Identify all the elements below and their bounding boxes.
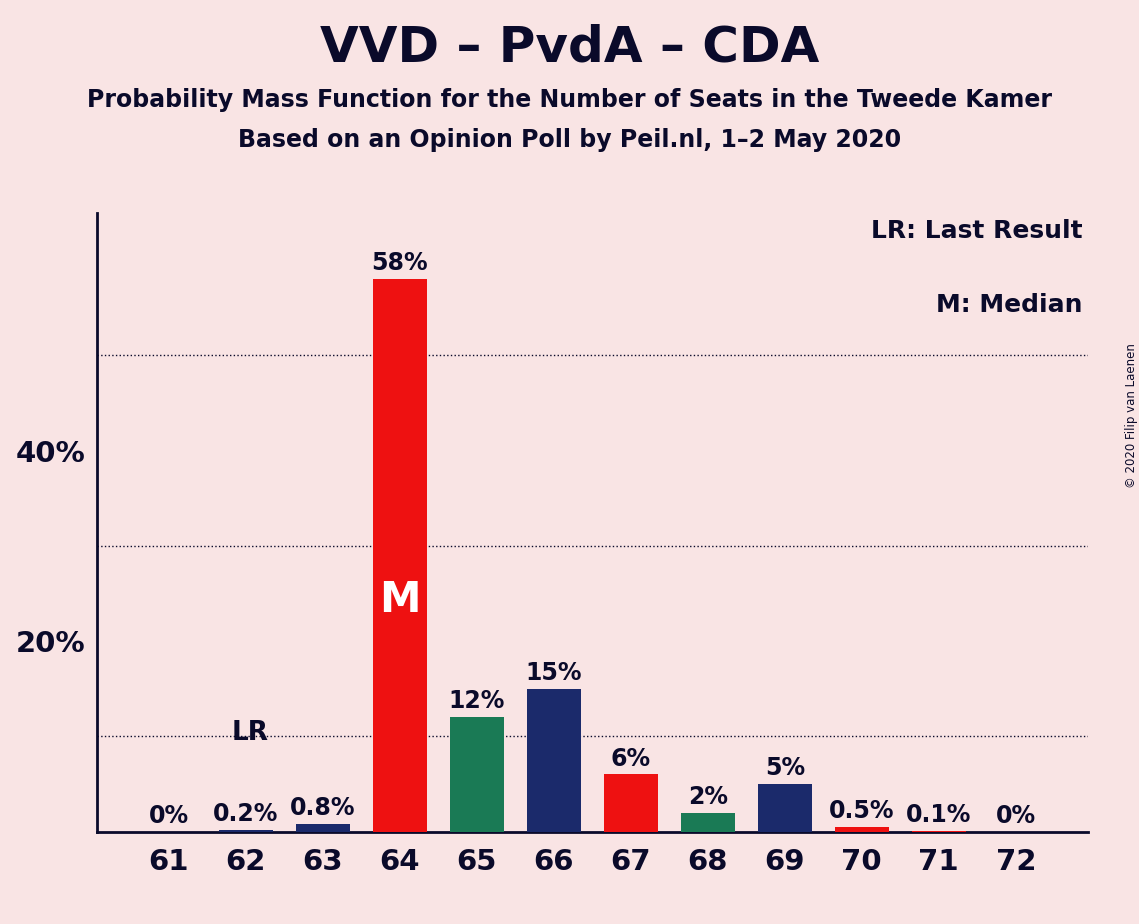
Text: 0.2%: 0.2% [213,802,279,826]
Text: M: Median: M: Median [936,293,1083,317]
Text: Probability Mass Function for the Number of Seats in the Tweede Kamer: Probability Mass Function for the Number… [87,88,1052,112]
Bar [757,784,812,832]
Bar [835,827,888,832]
Bar [604,774,657,832]
Text: 0%: 0% [995,804,1035,828]
Text: 15%: 15% [525,661,582,685]
Text: 5%: 5% [764,756,805,780]
Text: 58%: 58% [371,251,428,275]
Text: 0.5%: 0.5% [829,799,894,823]
Text: © 2020 Filip van Laenen: © 2020 Filip van Laenen [1124,344,1138,488]
Text: LR: Last Result: LR: Last Result [871,219,1083,243]
Text: Based on an Opinion Poll by Peil.nl, 1–2 May 2020: Based on an Opinion Poll by Peil.nl, 1–2… [238,128,901,152]
Bar [527,688,581,832]
Bar [219,830,272,832]
Text: 12%: 12% [449,689,505,713]
Text: 2%: 2% [688,784,728,808]
Text: 0.8%: 0.8% [290,796,355,821]
Bar [450,717,503,832]
Bar [681,812,735,832]
Text: 0.1%: 0.1% [906,803,972,827]
Text: LR: LR [231,720,268,746]
Text: 0%: 0% [149,804,189,828]
Bar [372,279,427,832]
Text: 6%: 6% [611,747,650,771]
Bar [912,831,966,832]
Text: M: M [379,578,420,621]
Text: VVD – PvdA – CDA: VVD – PvdA – CDA [320,23,819,71]
Bar [296,824,350,832]
